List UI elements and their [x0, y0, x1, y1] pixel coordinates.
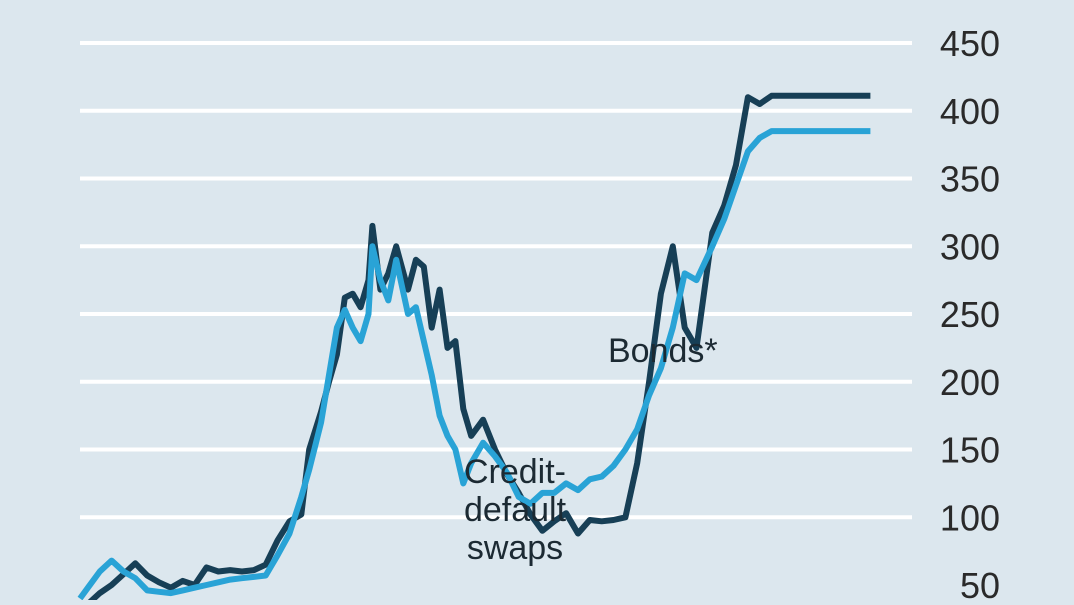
series-lines — [77, 92, 871, 605]
annotation-bonds-line-0: Bonds* — [608, 332, 718, 370]
annotation-credit-default-swaps-line-2: swaps — [467, 529, 563, 567]
series-line-credit-default-swaps — [77, 128, 871, 601]
y-tick-label-100: 100 — [940, 497, 1000, 538]
annotation-credit-default-swaps-line-0: Credit- — [464, 453, 566, 491]
series-line-bonds — [81, 92, 871, 605]
y-tick-label-150: 150 — [940, 430, 1000, 471]
gridlines — [80, 41, 912, 520]
y-tick-label-400: 400 — [940, 91, 1000, 132]
y-tick-label-200: 200 — [940, 362, 1000, 403]
y-tick-label-300: 300 — [940, 226, 1000, 267]
y-tick-label-50: 50 — [960, 565, 1000, 600]
annotation-credit-default-swaps-line-1: default — [464, 491, 567, 529]
y-axis-tick-labels: 50 100 150 200 250 300 350 400 450 — [940, 23, 1000, 605]
y-tick-label-250: 250 — [940, 294, 1000, 335]
y-tick-label-450: 450 — [940, 23, 1000, 64]
y-tick-label-350: 350 — [940, 159, 1000, 200]
